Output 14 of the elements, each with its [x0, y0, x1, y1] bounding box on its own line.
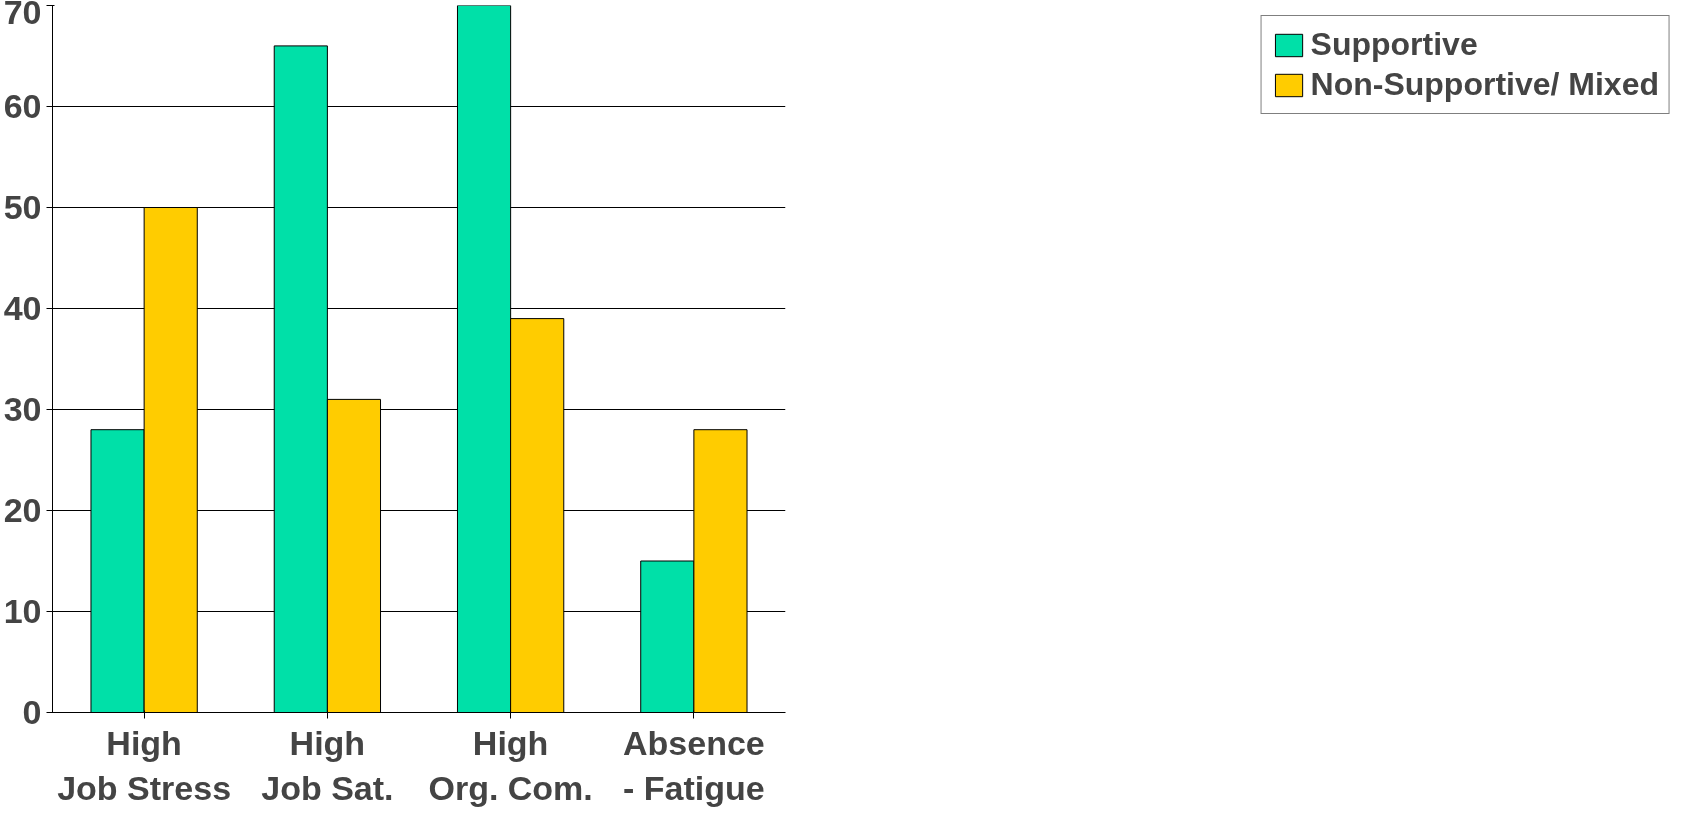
x-tick-label: Absence - Fatigue: [623, 723, 765, 808]
legend-label: Supportive: [1310, 26, 1478, 63]
y-tick-label: 60: [3, 87, 42, 125]
x-tick-label: High Job Sat.: [261, 723, 394, 808]
y-tick-label: 0: [22, 693, 42, 731]
y-tick-label: 30: [3, 390, 42, 428]
y-tick-label: 20: [3, 491, 42, 529]
x-tick-label: High Job Stress: [57, 723, 232, 808]
y-tick-label: 70: [3, 0, 42, 31]
x-tick-label: High Org. Com.: [428, 723, 593, 808]
y-tick-label: 10: [3, 592, 42, 630]
y-tick-label: 40: [3, 289, 42, 327]
legend-label: Non-Supportive/ Mixed: [1310, 66, 1659, 103]
y-tick-label: 50: [3, 188, 42, 226]
